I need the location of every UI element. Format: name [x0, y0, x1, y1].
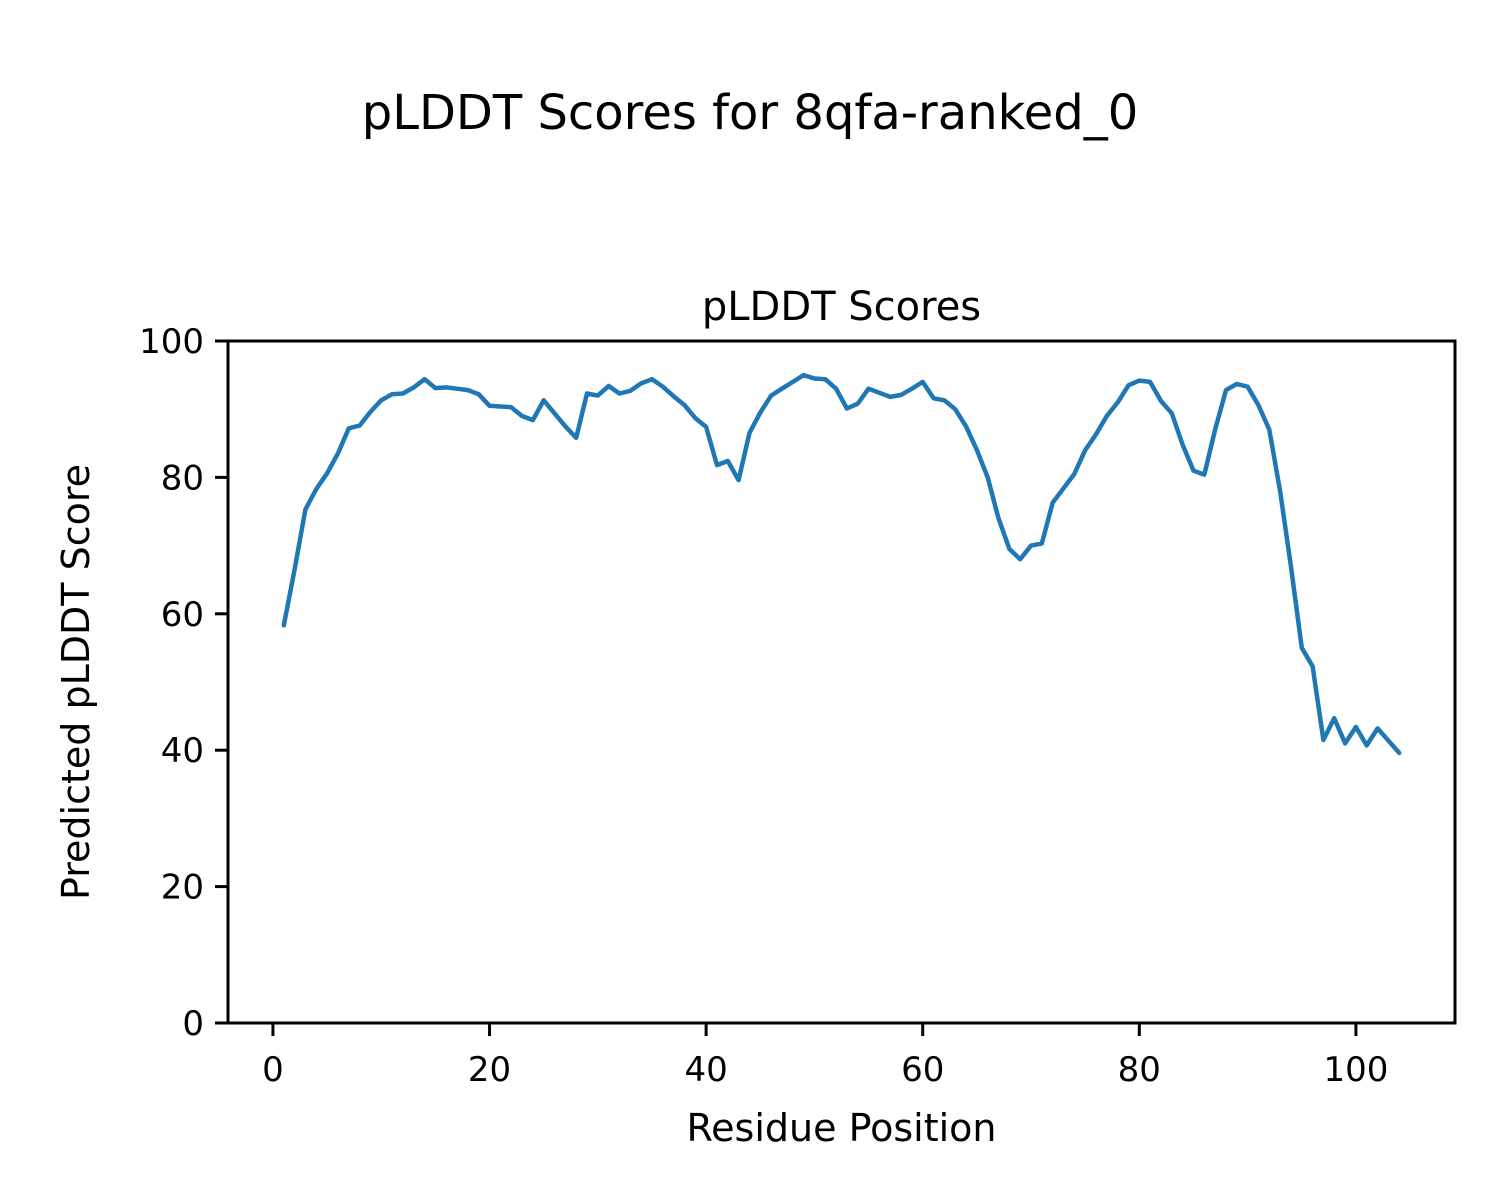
y-tick-label: 40 [161, 731, 204, 771]
y-tick-label: 0 [182, 1004, 204, 1044]
y-tick-label: 80 [161, 458, 204, 498]
axes-title: pLDDT Scores [701, 284, 982, 330]
axes-spines [226, 339, 1457, 1025]
x-tick-label: 100 [1323, 1050, 1388, 1090]
x-axis-label: Residue Position [686, 1106, 997, 1150]
y-tick-label: 100 [139, 322, 204, 362]
x-tick-label: 0 [262, 1050, 284, 1090]
y-tick-label: 60 [161, 595, 204, 635]
x-tick-label: 20 [468, 1050, 511, 1090]
x-tick-label: 60 [901, 1050, 944, 1090]
figure-suptitle: pLDDT Scores for 8qfa-ranked_0 [361, 85, 1139, 141]
x-tick-label: 80 [1118, 1050, 1161, 1090]
x-tick-label: 40 [684, 1050, 727, 1090]
plddt-line [281, 372, 1402, 756]
y-tick-label: 20 [161, 868, 204, 908]
